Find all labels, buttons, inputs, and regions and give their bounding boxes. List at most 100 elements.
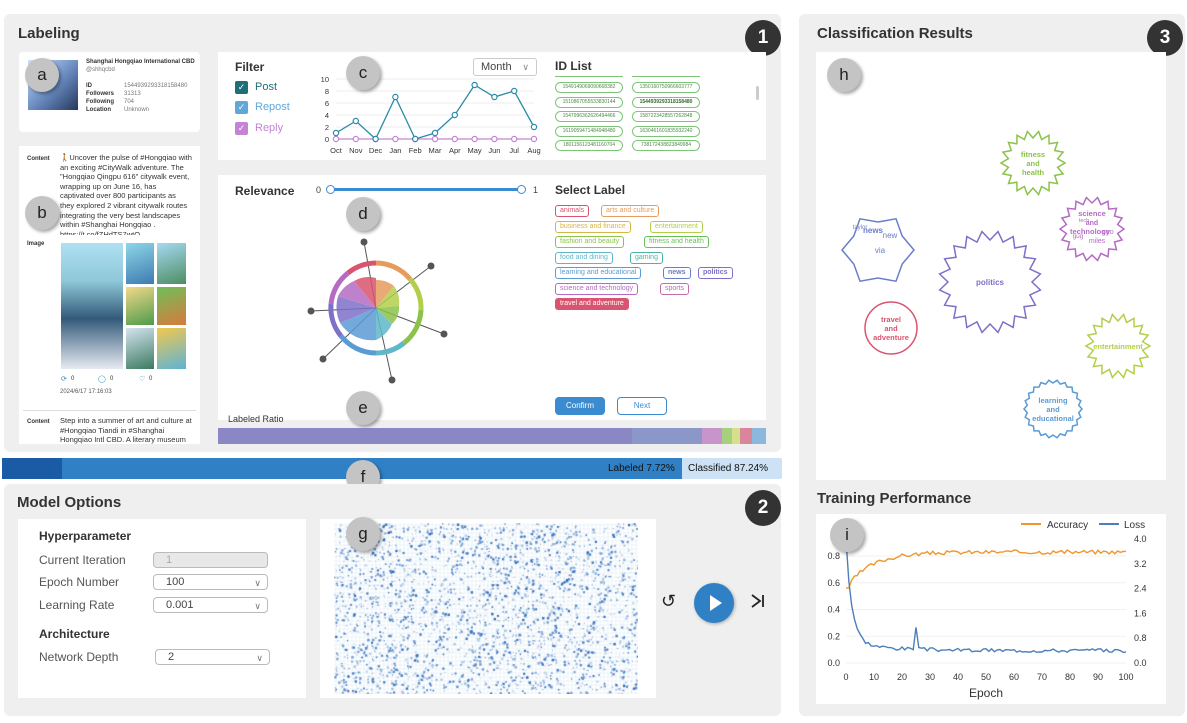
badge-e: e (346, 391, 380, 425)
id-list-item[interactable]: 1549149069090668382 (555, 82, 623, 93)
section-number-3: 3 (1147, 20, 1183, 56)
label-tag[interactable]: sports (660, 283, 690, 295)
post-timestamp: 2024/6/17 17:16:03 (60, 389, 112, 395)
epoch-number-value: 100 (166, 576, 185, 588)
y-right-tick-label: 2.4 (1134, 584, 1147, 594)
post-image-thumb[interactable] (126, 328, 154, 369)
chevron-down-icon: ∨ (256, 653, 263, 663)
label-tag[interactable]: politics (698, 267, 733, 279)
activity-chart-y-ticks: 0 2 4 6 8 10 (321, 75, 329, 144)
post-image-thumb[interactable] (126, 243, 154, 284)
label-tag[interactable]: travel and adventure (555, 298, 629, 310)
label-tag[interactable]: news (663, 267, 691, 279)
relevance-min: 0 (316, 185, 322, 195)
label-tag[interactable]: business and finance (555, 221, 631, 233)
period-select[interactable]: Month ∨ (473, 58, 537, 76)
repost-icon[interactable]: ⟳ (61, 376, 67, 383)
repost-checkbox[interactable]: ✓ (235, 101, 248, 114)
labeled-ratio-bar (218, 428, 766, 444)
id-list-item[interactable]: 738172438823849984 (632, 140, 700, 151)
step-forward-icon[interactable] (750, 593, 766, 609)
post-filter-label[interactable]: Post (255, 81, 278, 93)
epoch-number-label: Epoch Number (39, 575, 120, 589)
label-tag[interactable]: fashion and beauty (555, 236, 625, 248)
data-point-reply (332, 135, 340, 143)
post-image-thumb[interactable] (157, 287, 186, 325)
learning-rate-value: 0.001 (166, 599, 194, 611)
id-list-divider (632, 76, 700, 77)
post-image-thumb[interactable] (126, 287, 154, 325)
bubble-2 (938, 230, 1042, 334)
bubble-label: travel (881, 315, 901, 324)
label-tag[interactable]: science and technology (555, 283, 639, 295)
x-tick-label: 0 (843, 672, 848, 682)
data-point-reply (491, 135, 498, 143)
post-image-main[interactable] (61, 243, 123, 369)
epoch-number-select[interactable]: 100 ∨ (153, 574, 268, 590)
classification-bubbles: fitnessandhealthpoliticstravelandadventu… (841, 130, 1152, 439)
bubble-3 (864, 301, 918, 355)
loss-line (845, 538, 1127, 654)
post-checkbox[interactable]: ✓ (235, 81, 248, 94)
id-list-item[interactable]: 1630461601835932240 (632, 125, 700, 137)
id-list-item[interactable]: 1801156123481160704 (555, 140, 623, 151)
id-list-item[interactable]: 1510867055533830144 (555, 96, 623, 108)
reset-icon[interactable]: ↺ (661, 591, 677, 611)
id-list-item[interactable]: 1350160750966603777 (632, 82, 700, 93)
id-list-title: ID List (555, 59, 592, 73)
relevance-slider-handle[interactable] (517, 185, 526, 194)
following-value: 704 (124, 99, 135, 105)
id-list-item[interactable]: 1619059471484948480 (555, 125, 623, 137)
id-list-item[interactable]: 1544939293318158480 (632, 96, 700, 108)
id-list-item[interactable]: 1547996362626494466 (555, 111, 623, 122)
x-tick-label: Nov (349, 146, 363, 155)
relevance-slider-track[interactable] (330, 188, 522, 191)
reply-filter-label[interactable]: Reply (255, 122, 284, 134)
data-point-reply (510, 135, 518, 143)
y-tick-label: 6 (325, 99, 329, 108)
id-list-divider (555, 76, 623, 77)
post-image-thumb[interactable] (157, 243, 186, 284)
activity-chart: 0 2 4 6 8 10 Oct Nov Dec Jan Feb Mar Apr May Jun Jul Au… (321, 75, 541, 155)
network-depth-select[interactable]: 2 ∨ (155, 649, 270, 665)
bubble-label: entertainment (1093, 342, 1143, 351)
current-iteration-field: 1 (153, 552, 268, 568)
data-point-post (352, 117, 360, 125)
learning-rate-select[interactable]: 0.001 ∨ (153, 597, 268, 613)
post-image-thumb[interactable] (157, 328, 186, 369)
play-button[interactable] (694, 583, 734, 623)
next-button[interactable]: Next (617, 397, 667, 415)
repost-filter-label[interactable]: Repost (255, 101, 290, 113)
y-tick-label: 8 (325, 87, 329, 96)
location-label: Location (86, 107, 111, 113)
data-point-post (392, 93, 399, 101)
relevance-slider-handle[interactable] (326, 185, 335, 194)
x-tick-label: Feb (409, 146, 422, 155)
following-label: Following (86, 99, 114, 105)
reply-checkbox[interactable]: ✓ (235, 122, 248, 135)
label-tag[interactable]: food and dining (555, 252, 613, 264)
data-point-post (411, 135, 419, 143)
reply-icon[interactable]: ◯ (98, 376, 106, 383)
label-tag[interactable]: entertainment (650, 221, 703, 233)
id-list-item[interactable]: 1587223428557262848 (632, 111, 700, 122)
label-tag[interactable]: fitness and health (644, 236, 709, 248)
data-point-post (491, 93, 498, 101)
label-tag[interactable]: animals (555, 205, 590, 217)
bubble-label: and (884, 324, 898, 333)
label-tag[interactable]: gaming (630, 252, 663, 264)
followers-label: Followers (86, 91, 115, 97)
labeled-ratio-title: Labeled Ratio (228, 414, 284, 424)
label-tag[interactable]: arts and culture (601, 205, 660, 217)
training-title: Training Performance (817, 490, 972, 507)
reply-count: 0 (110, 376, 114, 382)
relevance-card (218, 175, 766, 420)
y-left-tick-label: 0.8 (827, 551, 840, 561)
bubble-word: ceo (1102, 229, 1113, 236)
legend-accuracy-label: Accuracy (1047, 520, 1088, 531)
id-list-scrollbar[interactable] (756, 86, 759, 100)
like-icon[interactable]: ♡ (139, 376, 146, 383)
classification-title: Classification Results (817, 25, 973, 42)
confirm-button[interactable]: Confirm (555, 397, 605, 415)
label-tag[interactable]: learning and educational (555, 267, 642, 279)
